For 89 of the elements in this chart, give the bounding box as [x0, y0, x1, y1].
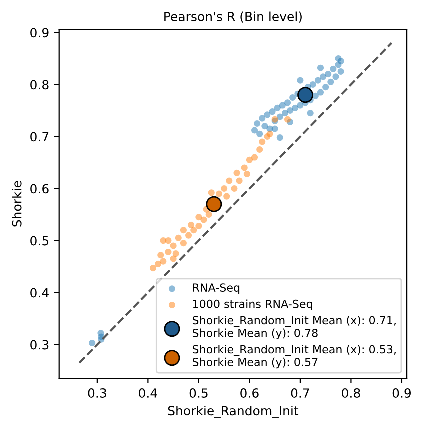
x-tick-label: 0.9: [392, 388, 412, 398]
point: [338, 68, 344, 75]
y-tick-label: 0.5: [30, 236, 49, 246]
point: [256, 130, 264, 138]
point: [307, 110, 314, 117]
point: [224, 193, 230, 200]
point: [165, 248, 172, 256]
point: [310, 81, 316, 88]
point: [196, 214, 202, 221]
legend-label: Shorkie_Random_Init Mean (x): 0.71, Shorkie Mean (y): 0.78: [192, 316, 396, 340]
point: [317, 89, 324, 96]
point: [276, 114, 284, 120]
y-tick-label: 0.3: [30, 340, 49, 350]
point: [252, 127, 258, 134]
point: [259, 138, 266, 146]
point: [155, 260, 162, 268]
point: [279, 102, 286, 109]
point: [290, 94, 296, 101]
y-axis-title: Shorkie: [12, 181, 22, 227]
y-tick-label: 0.7: [30, 132, 49, 142]
point: [208, 190, 215, 196]
point: [236, 178, 243, 184]
point: [170, 242, 177, 250]
point: [284, 116, 292, 123]
point: [170, 256, 177, 262]
point: [264, 112, 271, 118]
point: [274, 104, 281, 112]
point: [262, 123, 268, 130]
point: [196, 222, 202, 230]
point: [221, 186, 228, 192]
point: [180, 240, 187, 247]
x-tick-label: 0.7: [291, 388, 310, 398]
x-axis-title: Shorkie_Random_Init: [168, 406, 299, 418]
point: [231, 186, 238, 192]
point: [226, 178, 233, 184]
point: [259, 115, 266, 122]
point: [241, 164, 248, 172]
point: [172, 250, 180, 258]
legend-label: 1000 strains RNA-Seq: [193, 300, 312, 310]
point: [190, 227, 198, 234]
y-tick-label: 0.9: [30, 28, 49, 38]
point: [266, 130, 274, 138]
x-tick-label: 0.5: [190, 388, 208, 398]
point: [256, 146, 264, 154]
point: [188, 222, 195, 228]
point: [200, 216, 208, 224]
y-tick-label: 0.8: [30, 80, 49, 90]
point: [89, 340, 96, 346]
point: [338, 58, 344, 65]
point: [246, 156, 253, 164]
point: [328, 78, 334, 86]
point: [186, 232, 192, 239]
point: [158, 252, 164, 259]
point: [287, 107, 294, 114]
x-tick-label: 0.6: [240, 388, 259, 398]
point: [150, 265, 157, 272]
point: [320, 74, 327, 80]
point: [216, 190, 222, 198]
x-tick-label: 0.8: [342, 388, 360, 398]
y-tick-label: 0.4: [30, 288, 49, 298]
point: [317, 64, 324, 72]
point: [332, 74, 340, 80]
chart-title: Pearson's R (Bin level): [164, 12, 302, 23]
point: [276, 134, 284, 142]
point: [160, 238, 167, 244]
point: [314, 77, 322, 84]
point: [269, 108, 276, 116]
point: [325, 71, 332, 78]
point: [180, 227, 187, 234]
point: [297, 77, 304, 84]
legend-label: RNA-Seq: [193, 284, 240, 294]
point: [330, 66, 337, 72]
point: [234, 170, 240, 176]
point: [292, 104, 299, 112]
point: [244, 170, 250, 178]
point: [160, 258, 167, 265]
x-tick-label: 0.3: [88, 388, 106, 398]
point: [284, 100, 292, 106]
point: [254, 120, 261, 127]
point: [272, 126, 278, 132]
point: [282, 110, 288, 117]
point: [206, 212, 212, 218]
point: [322, 84, 330, 91]
point: [297, 102, 304, 109]
point: [252, 154, 258, 161]
x-tick-label: 0.4: [139, 388, 158, 398]
point: [175, 234, 182, 242]
y-tick-label: 0.6: [30, 184, 49, 194]
legend-label: Shorkie_Random_Init Mean (x): 0.53, Shorkie Mean (y): 0.57: [192, 345, 396, 369]
